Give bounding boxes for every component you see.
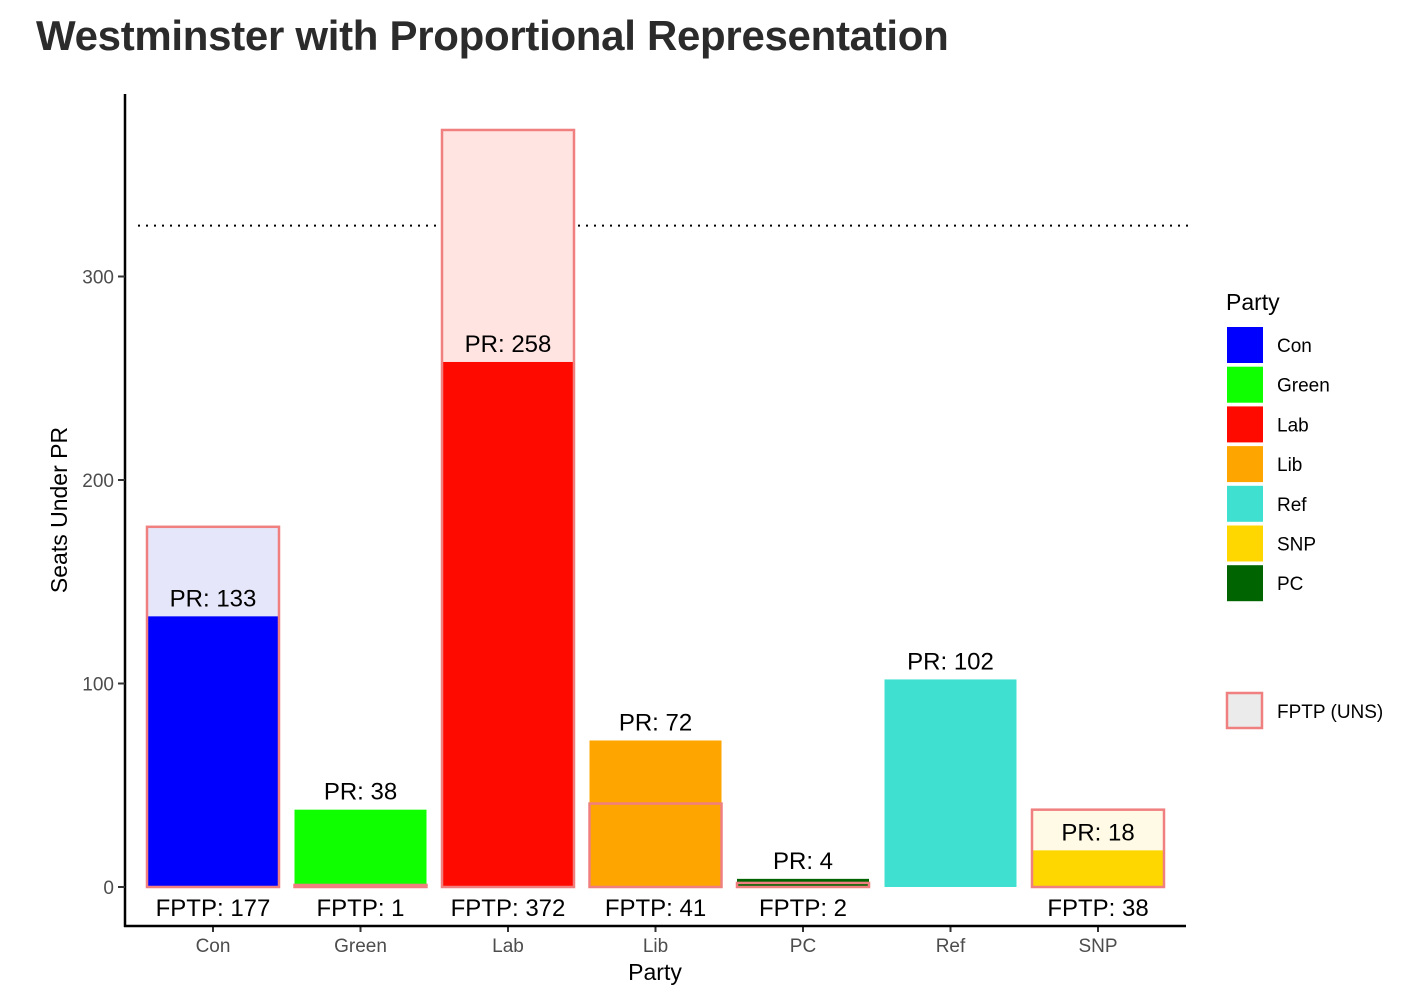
pr-label-green: PR: 38 (324, 779, 397, 806)
fptp-label-lib: FPTP: 41 (605, 895, 706, 922)
legend-swatch-ref (1227, 485, 1263, 522)
legend-label-fptp: FPTP (UNS) (1277, 702, 1383, 723)
x-tick-label-ref: Ref (936, 936, 966, 957)
x-tick-label-lab: Lab (492, 936, 524, 957)
legend-swatch-fptp (1225, 691, 1264, 730)
y-tick-label-300: 300 (82, 268, 114, 289)
legend-label-snp: SNP (1277, 535, 1316, 556)
x-tick-label-pc: PC (790, 936, 816, 957)
x-axis-title: Party (628, 959, 682, 985)
y-tick-label-100: 100 (82, 675, 114, 696)
legend-swatch-green (1227, 366, 1263, 403)
legend-label-pc: PC (1277, 574, 1303, 595)
fptp-bar-outline-lib (588, 802, 723, 889)
fptp-label-pc: FPTP: 2 (759, 895, 847, 922)
legend-label-green: Green (1277, 376, 1330, 397)
fptp-label-snp: FPTP: 38 (1047, 895, 1148, 922)
x-tick-label-green: Green (334, 936, 387, 957)
legend-swatch-lib (1227, 446, 1263, 483)
x-tick-label-con: Con (196, 936, 231, 957)
pr-bar-green (294, 809, 427, 887)
pr-bar-con (147, 616, 279, 887)
fptp-bar-outline-snp (1030, 808, 1166, 889)
chart-title: Westminster with Proportional Representa… (36, 12, 949, 59)
pr-bar-snp (1032, 850, 1164, 887)
fptp-label-green: FPTP: 1 (316, 895, 404, 922)
y-axis-title: Seats Under PR (46, 427, 72, 593)
fptp-bar-outline-green (293, 883, 428, 889)
pr-label-lab: PR: 258 (465, 331, 552, 358)
pr-bar-lab (442, 361, 574, 888)
pr-label-lib: PR: 72 (619, 709, 692, 736)
pr-bar-ref (884, 679, 1017, 887)
fptp-bar-outline-pc (735, 881, 871, 889)
x-tick-label-lib: Lib (643, 936, 668, 957)
legend-swatch-pc (1227, 565, 1263, 602)
legend-swatch-con (1227, 327, 1263, 363)
legend-label-con: Con (1277, 336, 1312, 357)
legend-label-lab: Lab (1277, 415, 1309, 436)
fptp-bar-outline-lab (440, 128, 576, 889)
pr-bar-lib (589, 740, 722, 887)
fptp-label-lab: FPTP: 372 (451, 895, 566, 922)
pr-label-ref: PR: 102 (907, 648, 994, 675)
legend-swatch-snp (1227, 525, 1263, 562)
pr-label-con: PR: 133 (170, 585, 257, 612)
y-tick-label-200: 200 (82, 471, 114, 492)
x-tick-label-snp: SNP (1078, 936, 1117, 957)
legend-label-lib: Lib (1277, 455, 1302, 476)
pr-label-snp: PR: 18 (1061, 819, 1134, 846)
fptp-bar-outline-con (145, 525, 281, 889)
fptp-label-con: FPTP: 177 (156, 895, 271, 922)
y-tick-label-0: 0 (103, 878, 114, 899)
pr-label-pc: PR: 4 (773, 848, 833, 875)
legend-title: Party (1226, 289, 1280, 315)
legend-label-ref: Ref (1277, 495, 1307, 516)
legend-swatch-lab (1227, 406, 1263, 443)
